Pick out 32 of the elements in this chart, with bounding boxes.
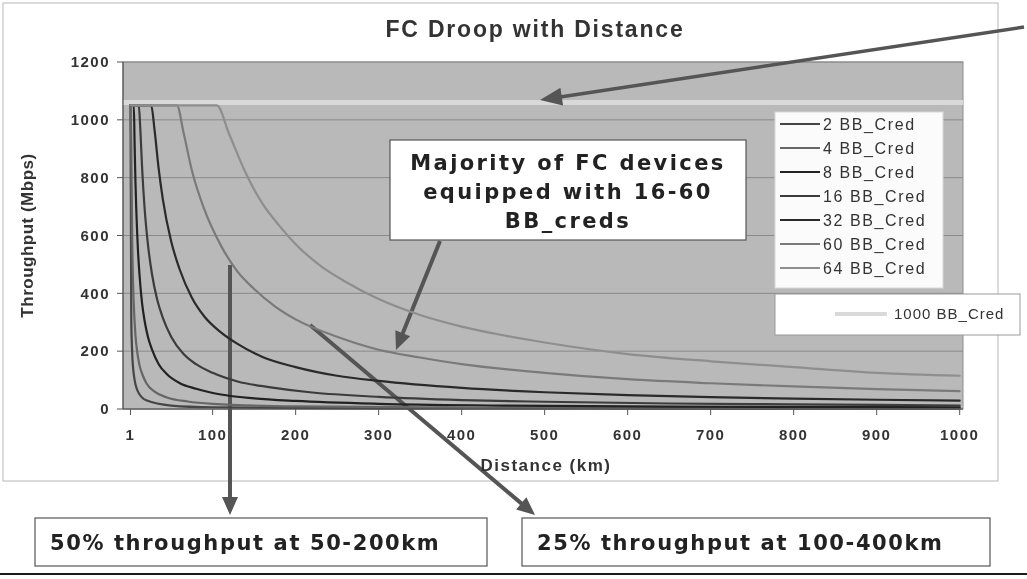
legend-label: 4 BB_Cred xyxy=(823,139,916,158)
legend-label: 64 BB_Cred xyxy=(823,259,927,278)
y-tick-label: 1200 xyxy=(70,53,110,71)
y-tick-label: 800 xyxy=(80,168,110,186)
legend-label: 16 BB_Cred xyxy=(823,187,927,206)
annotation: Majority of FC devices equipped with 16-60 BB_creds xyxy=(410,151,726,233)
x-tick-label: 700 xyxy=(695,426,726,443)
legend-label: 8 BB_Cred xyxy=(823,163,916,182)
x-tick-label: 300 xyxy=(363,426,394,443)
y-tick-label: 1000 xyxy=(70,111,110,129)
x-tick-label: 1000 xyxy=(939,426,980,443)
x-tick-label: 800 xyxy=(778,426,809,443)
y-tick-label: 0 xyxy=(100,400,110,418)
x-axis-title: Distance (km) xyxy=(480,456,612,475)
x-tick-label: 900 xyxy=(861,426,892,443)
x-tick-label: 1 xyxy=(125,426,136,443)
text: 50% throughput at 50-200km xyxy=(50,531,441,555)
x-tick-label: 100 xyxy=(197,426,228,443)
x-tick-label: 400 xyxy=(446,426,477,443)
x-tick-label: 500 xyxy=(529,426,560,443)
text: 25% throughput at 100-400km xyxy=(537,531,944,555)
x-tick-label: 200 xyxy=(280,426,311,443)
x-tick-label: 600 xyxy=(612,426,643,443)
legend-label: 1000 BB_Cred xyxy=(894,305,1005,323)
y-tick-label: 600 xyxy=(80,226,110,244)
legend-label: 32 BB_Cred xyxy=(823,211,927,230)
y-axis-title: Throughput (Mbps) xyxy=(18,153,37,318)
legend-label: 60 BB_Cred xyxy=(823,235,927,254)
y-tick-label: 200 xyxy=(80,342,110,360)
y-tick-label: 400 xyxy=(80,284,110,302)
legend-label: 2 BB_Cred xyxy=(823,115,916,134)
chart-title: FC Droop with Distance xyxy=(385,16,685,42)
